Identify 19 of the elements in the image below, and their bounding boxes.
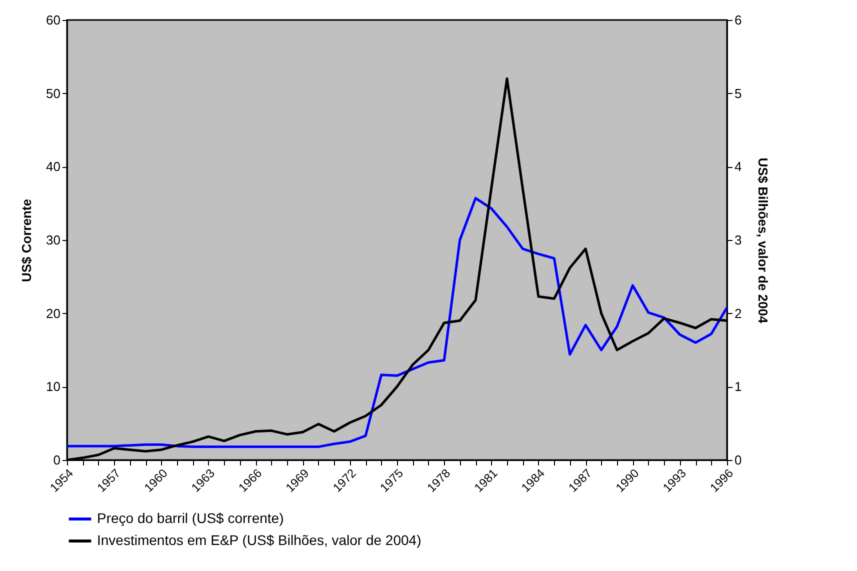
y-tick-label: 60: [46, 12, 60, 28]
y2-tick-label: 5: [734, 86, 742, 101]
y-tick-label: 20: [46, 306, 60, 321]
legend-label: Preço do barril (US$ corrente): [97, 510, 284, 526]
y2-tick-label: 2: [734, 306, 742, 321]
y-tick-label: 40: [46, 159, 60, 174]
y-tick-label: 50: [46, 86, 60, 101]
y-tick-label: 10: [46, 379, 60, 394]
y2-tick-label: 6: [734, 12, 742, 28]
y-tick-label: 30: [46, 232, 60, 248]
y2-tick-label: 0: [734, 452, 742, 468]
line-series: [67, 196, 727, 448]
y-axis-title: US$ Corrente: [19, 198, 34, 282]
y2-axis-title: US$ Bilhões, valor de 2004: [756, 158, 771, 324]
y2-tick-label: 4: [734, 159, 742, 174]
legend-label: Investimentos em E&P (US$ Bilhões, valor de 2004): [97, 532, 422, 548]
y-tick-label: 0: [53, 452, 60, 468]
y2-tick-label: 1: [734, 379, 742, 394]
y2-tick-label: 3: [734, 232, 742, 248]
